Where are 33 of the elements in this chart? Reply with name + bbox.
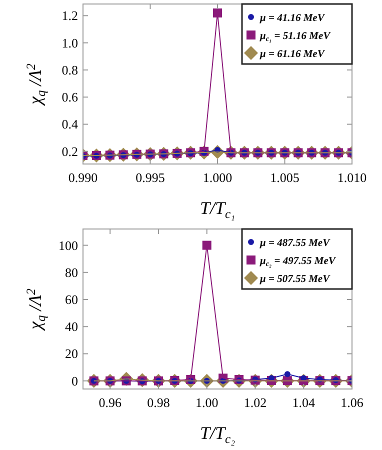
y-tick-label: 40 [65, 319, 78, 334]
x-tick-label: 1.04 [292, 395, 316, 410]
point [202, 240, 212, 250]
x-axis-title: T/T$_{c₁}$ [200, 198, 235, 221]
x-tick-label: 0.98 [147, 395, 170, 410]
y-tick-label: 1.0 [62, 35, 78, 50]
x-tick-label: 1.005 [270, 170, 300, 185]
legend-label: μ = 487.55 MeV [259, 238, 331, 249]
y-tick-label: 60 [65, 292, 78, 308]
y-tick-label: 0 [72, 373, 78, 388]
x-tick-label: 0.995 [136, 170, 165, 185]
legend-label: μ$_{c₂}$ = 497.55 MeV [259, 256, 336, 268]
x-tick-label: 1.010 [337, 170, 367, 185]
x-tick-label: 1.06 [340, 395, 364, 410]
x-tick-label: 1.000 [202, 170, 232, 185]
legend-label: μ = 61.16 MeV [259, 49, 326, 60]
x-tick-label: 0.990 [68, 170, 98, 185]
x-tick-label: 0.96 [98, 395, 122, 410]
legend-label: μ$_{c₁}$ = 51.16 MeV [259, 31, 332, 44]
x-tick-label: 1.00 [195, 395, 218, 410]
y-tick-label: 0.8 [62, 62, 78, 78]
y-tick-label: 80 [65, 264, 78, 280]
y-tick-label: 1.2 [62, 8, 78, 24]
y-tick-label: 0.4 [62, 116, 78, 132]
legend-label: μ = 507.55 MeV [259, 274, 331, 285]
y-tick-label: 20 [65, 346, 78, 362]
y-tick-label: 0.2 [62, 144, 78, 159]
x-tick-label: 1.02 [244, 395, 267, 410]
x-axis-title: T/T$_{c₂}$ [200, 423, 236, 446]
point [213, 8, 222, 18]
y-tick-label: 100 [58, 238, 78, 253]
legend-label: μ = 41.16 MeV [259, 13, 326, 24]
y-tick-label: 0.6 [62, 90, 78, 105]
